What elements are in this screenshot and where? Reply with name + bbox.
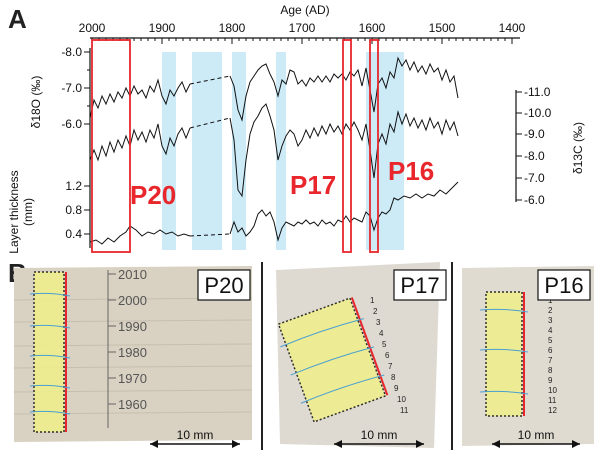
p20-year-label: 1980: [118, 345, 147, 360]
d13c-line: [229, 103, 459, 198]
p17-layer-number: 3: [376, 318, 381, 327]
p20-sample-image: [14, 266, 252, 442]
p17-layer-number: 4: [379, 329, 384, 338]
p17-layer-number: 10: [397, 395, 406, 404]
band: [232, 52, 246, 250]
p17-layer-number: 9: [394, 384, 399, 393]
sample-boxes: [91, 39, 379, 253]
top-tick-label: 1500: [429, 21, 456, 35]
top-axis-minor-ticks: [91, 38, 513, 44]
p16-layer-number: 3: [548, 316, 553, 325]
band: [192, 52, 222, 250]
p20-year-label: 2000: [118, 293, 147, 308]
band: [162, 52, 176, 250]
photo-p16: 1 2 3 4 5 6 7 8 9 10 11 12 P16 10 mm: [462, 266, 594, 448]
p16-layer-number: 12: [548, 406, 557, 415]
p17-layer-ticks: 1 2 3 4 5 6 7 8 9 10 11: [370, 296, 409, 415]
p17-label-box: [393, 269, 447, 301]
d18o-axis-label: δ18O (‰): [29, 76, 43, 129]
p20-photo-label: P20: [204, 273, 243, 298]
thickness-axis-label-line2: (mm): [21, 198, 35, 226]
p20-sample-track: [33, 271, 65, 433]
p16-layer-number: 10: [548, 386, 557, 395]
p17-box: [342, 39, 352, 253]
top-axis: Age (AD) 2000 1900 1800 1700 1600 1500 1…: [79, 3, 526, 44]
p16-sample-track: [485, 291, 523, 417]
d18o-line: [89, 78, 191, 119]
d13c-tick-label: -7.0: [524, 171, 545, 185]
thickness-tick-label: 0.8: [65, 203, 82, 217]
p17-layer-number: 1: [370, 296, 375, 305]
p16-layer-number: 8: [548, 366, 553, 375]
top-tick-label: 2000: [79, 21, 106, 35]
p20-year-label: 1960: [118, 397, 147, 412]
right-axis: -11.0 -10.0 -9.0 -8.0 -7.0 -6.0 δ13C (‰): [515, 85, 585, 207]
d13c-tick-label: -9.0: [524, 127, 545, 141]
p17-label: P17: [290, 170, 336, 200]
top-tick-label: 1400: [499, 21, 526, 35]
top-tick-label: 1800: [219, 21, 246, 35]
p20-label-box: [197, 269, 251, 301]
p17-layer-number: 6: [385, 351, 390, 360]
p17-photo-label: P17: [400, 273, 439, 298]
p16-layer-number: 7: [548, 356, 553, 365]
p16-layer-number: 9: [548, 376, 553, 385]
d13c-tick-label: -10.0: [524, 106, 552, 120]
d13c-axis-label: δ13C (‰): [571, 122, 585, 174]
thickness-line: [229, 181, 459, 242]
p16-layer-number: 6: [548, 346, 553, 355]
p20-box: [91, 39, 131, 253]
p17-sample-track: [277, 297, 389, 423]
top-tick-label: 1600: [359, 21, 386, 35]
d13c-tick-label: -6.0: [524, 193, 545, 207]
p20-label: P20: [130, 180, 176, 210]
p17-layer-number: 2: [373, 307, 378, 316]
panel-b: B 2010 2000: [8, 258, 594, 450]
thickness-tick-label: 1.2: [65, 179, 82, 193]
top-tick-label: 1900: [149, 21, 176, 35]
p20-year-label: 2010: [118, 267, 147, 282]
d13c-line: [89, 123, 191, 162]
thickness-line: [89, 225, 191, 245]
p17-layer-number: 8: [391, 373, 396, 382]
d13c-tick-label: -8.0: [524, 149, 545, 163]
top-axis-label: Age (AD): [280, 3, 329, 17]
photo-p20: 2010 2000 1990 1980 1970 1960 P20 10 mm: [13, 266, 253, 448]
left-axis: -8.0 -7.0 -6.0 δ18O (‰) 1.2 0.8 0.4 Laye…: [7, 45, 91, 254]
p17-layer-number: 7: [388, 362, 393, 371]
p17-layer-number: 11: [400, 406, 409, 415]
d18o-tick-label: -8.0: [61, 45, 82, 59]
d18o-series: [89, 56, 459, 122]
p16-layer-number: 5: [548, 336, 553, 345]
d13c-tick-label: -11.0: [524, 85, 551, 99]
d18o-line: [229, 56, 459, 122]
p16-photo-label: P16: [544, 273, 583, 298]
p17-scale-label: 10 mm: [361, 428, 398, 442]
top-tick-label: 1700: [289, 21, 316, 35]
p16-layer-number: 11: [548, 396, 557, 405]
p20-scale-label: 10 mm: [177, 428, 214, 442]
panel-a-letter: A: [8, 4, 27, 34]
p16-box: [369, 39, 379, 253]
thickness-axis-label-line1: Layer thickness: [7, 170, 21, 253]
thickness-tick-label: 0.4: [65, 227, 82, 241]
d18o-tick-label: -6.0: [61, 117, 82, 131]
p16-label: P16: [388, 156, 434, 186]
d18o-tick-label: -7.0: [61, 81, 82, 95]
thickness-series: [89, 181, 459, 245]
p17-layer-number: 5: [382, 340, 387, 349]
photo-p17: 1 2 3 4 5 6 7 8 9 10 11 P17 10 mm: [276, 262, 447, 448]
p20-year-label: 1970: [118, 371, 147, 386]
p16-layer-number: 2: [548, 306, 553, 315]
p20-year-label: 1990: [118, 319, 147, 334]
d13c-series: [89, 103, 459, 198]
p16-layer-number: 4: [548, 326, 553, 335]
p16-scale-label: 10 mm: [518, 428, 555, 442]
p16-label-box: [537, 269, 591, 301]
panel-a: A Age (AD) 2000 1900 1800 1700 1600 1500…: [7, 3, 585, 254]
